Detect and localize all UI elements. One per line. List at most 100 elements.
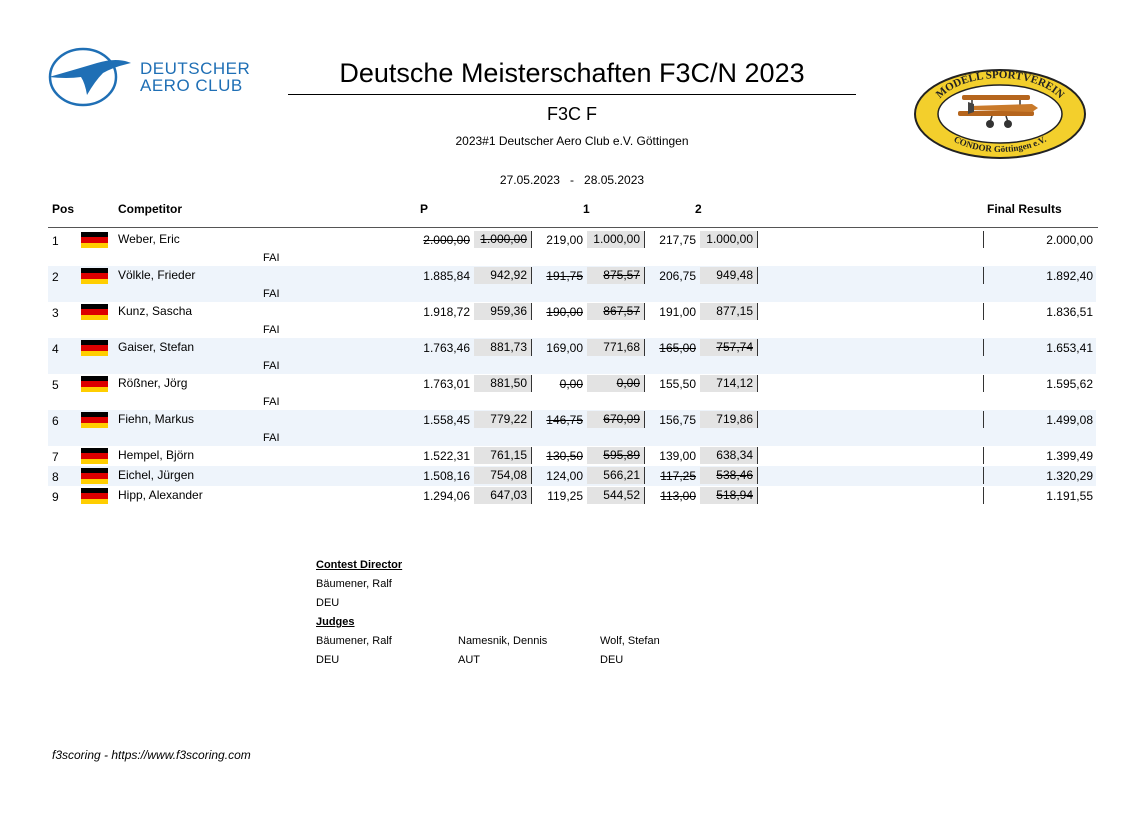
final-result: 1.653,41	[1046, 341, 1093, 355]
judge-country: DEU	[316, 654, 340, 666]
col-header-round-1: 1	[583, 202, 590, 216]
col-header-round-2: 2	[695, 202, 702, 216]
fai-label: FAI	[263, 252, 280, 264]
p-raw-score: 1.763,01	[423, 377, 470, 391]
round2-raw-score: 139,00	[659, 449, 696, 463]
contest-director-name: Bäumener, Ralf	[316, 578, 392, 590]
round2-raw-score: 165,00	[659, 341, 696, 355]
col-header-pos: Pos	[52, 202, 75, 216]
judge-country: DEU	[600, 654, 624, 666]
round2-normalized-score: 949,48	[700, 267, 758, 284]
judge-name: Bäumener, Ralf	[316, 635, 392, 647]
dac-eagle-icon	[48, 47, 131, 107]
table-row: 5 Rößner, Jörg FAI 1.763,01 881,50 0,00 0,00 15…	[48, 374, 1096, 410]
position-cell: 3	[52, 306, 59, 320]
judge-name: Namesnik, Dennis	[458, 635, 548, 647]
p-normalized-score: 761,15	[474, 447, 532, 464]
table-row: 1 Weber, Eric FAI 2.000,00 1.000,00 219,00 1.0…	[48, 230, 1096, 266]
round1-raw-score: 191,75	[546, 269, 583, 283]
club-logo: MODELL SPORTVEREIN CONDOR Göttingen e.V.	[914, 69, 1086, 159]
table-row: 3 Kunz, Sascha FAI 1.918,72 959,36 190,00 867,…	[48, 302, 1096, 338]
round1-normalized-score: 544,52	[587, 487, 645, 504]
final-separator	[983, 231, 984, 248]
competitor-name: Völkle, Frieder	[118, 268, 196, 282]
final-result: 1.191,55	[1046, 489, 1093, 503]
round1-normalized-score: 566,21	[587, 467, 645, 484]
dac-logo: DEUTSCHER AERO CLUB	[47, 45, 272, 107]
competitor-name: Weber, Eric	[118, 232, 180, 246]
round2-normalized-score: 714,12	[700, 375, 758, 392]
footer-credit: f3scoring - https://www.f3scoring.com	[52, 748, 251, 762]
col-header-final: Final Results	[987, 202, 1062, 216]
round1-raw-score: 146,75	[546, 413, 583, 427]
final-result: 1.595,62	[1046, 377, 1093, 391]
round1-normalized-score: 1.000,00	[587, 231, 645, 248]
p-normalized-score: 779,22	[474, 411, 532, 428]
competitor-name: Rößner, Jörg	[118, 376, 188, 390]
fai-label: FAI	[263, 396, 280, 408]
title-divider	[288, 94, 856, 95]
flag-germany-icon	[81, 448, 108, 464]
round1-raw-score: 190,00	[546, 305, 583, 319]
table-row: 7 Hempel, Björn 1.522,31 761,15 130,50 595,89…	[48, 446, 1096, 466]
final-separator	[983, 303, 984, 320]
final-separator	[983, 339, 984, 356]
p-normalized-score: 881,50	[474, 375, 532, 392]
round2-raw-score: 191,00	[659, 305, 696, 319]
round2-normalized-score: 877,15	[700, 303, 758, 320]
position-cell: 1	[52, 234, 59, 248]
round1-normalized-score: 867,57	[587, 303, 645, 320]
p-raw-score: 1.763,46	[423, 341, 470, 355]
flag-germany-icon	[81, 268, 108, 284]
judges-label: Judges	[316, 616, 355, 628]
judge-country: AUT	[458, 654, 480, 666]
round1-normalized-score: 875,57	[587, 267, 645, 284]
round2-raw-score: 156,75	[659, 413, 696, 427]
round2-normalized-score: 518,94	[700, 487, 758, 504]
p-normalized-score: 959,36	[474, 303, 532, 320]
contest-director-label: Contest Director	[316, 559, 403, 571]
position-cell: 7	[52, 450, 59, 464]
p-raw-score: 1.558,45	[423, 413, 470, 427]
competitor-name: Gaiser, Stefan	[118, 340, 195, 354]
fai-label: FAI	[263, 360, 280, 372]
table-row: 8 Eichel, Jürgen 1.508,16 754,08 124,00 566,2…	[48, 466, 1096, 486]
competitor-name: Hipp, Alexander	[118, 488, 203, 502]
table-row: 4 Gaiser, Stefan FAI 1.763,46 881,73 169,00 77…	[48, 338, 1096, 374]
round1-raw-score: 169,00	[546, 341, 583, 355]
round2-normalized-score: 719,86	[700, 411, 758, 428]
round1-normalized-score: 771,68	[587, 339, 645, 356]
round1-raw-score: 119,25	[547, 489, 583, 503]
position-cell: 2	[52, 270, 59, 284]
flag-germany-icon	[81, 232, 108, 248]
final-separator	[983, 267, 984, 284]
round1-raw-score: 130,50	[546, 449, 583, 463]
p-normalized-score: 1.000,00	[474, 231, 532, 248]
final-result: 2.000,00	[1046, 233, 1093, 247]
col-header-p: P	[420, 202, 429, 216]
p-raw-score: 1.522,31	[423, 449, 470, 463]
flag-germany-icon	[81, 488, 108, 504]
p-raw-score: 1.918,72	[423, 305, 470, 319]
biplane-icon	[958, 95, 1038, 128]
fai-label: FAI	[263, 432, 280, 444]
round2-normalized-score: 757,74	[700, 339, 758, 356]
competitor-name: Hempel, Björn	[118, 448, 195, 462]
round1-raw-score: 0,00	[559, 377, 583, 391]
round1-normalized-score: 0,00	[587, 375, 645, 392]
flag-germany-icon	[81, 376, 108, 392]
flag-germany-icon	[81, 412, 108, 428]
contest-director-country: DEU	[316, 597, 340, 609]
table-row: 2 Völkle, Frieder FAI 1.885,84 942,92 191,75 8…	[48, 266, 1096, 302]
flag-germany-icon	[81, 304, 108, 320]
competitor-name: Eichel, Jürgen	[118, 468, 195, 482]
judge-name: Wolf, Stefan	[600, 635, 660, 647]
p-normalized-score: 942,92	[474, 267, 532, 284]
p-raw-score: 2.000,00	[423, 233, 470, 247]
flag-germany-icon	[81, 340, 108, 356]
competitor-name: Kunz, Sascha	[118, 304, 193, 318]
final-separator	[983, 411, 984, 428]
round1-normalized-score: 595,89	[587, 447, 645, 464]
final-result: 1.399,49	[1046, 449, 1093, 463]
p-raw-score: 1.508,16	[423, 469, 470, 483]
